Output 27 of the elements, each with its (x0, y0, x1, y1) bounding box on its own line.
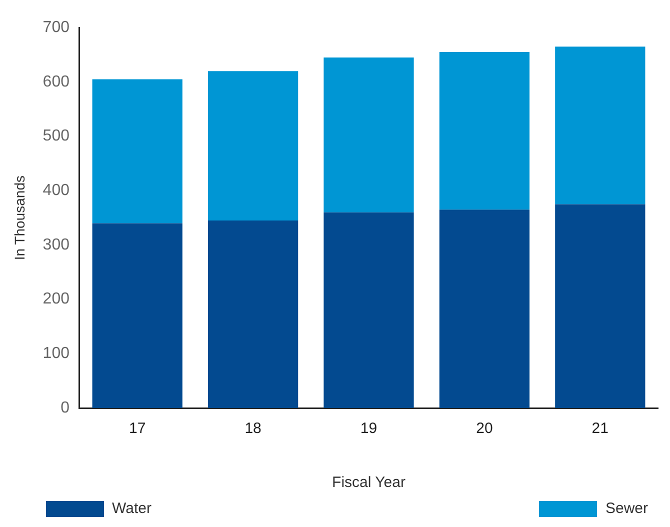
bar (92, 79, 182, 224)
x-tick-label: 21 (592, 420, 608, 438)
x-tick-label: 20 (476, 420, 493, 438)
bar (324, 212, 414, 408)
y-tick-label: 300 (42, 236, 70, 254)
bar (555, 204, 646, 408)
y-tick-label: 400 (42, 182, 70, 200)
bar (208, 220, 298, 408)
bar (324, 57, 414, 212)
y-tick-label: 600 (42, 73, 70, 90)
y-tick-label: 0 (60, 399, 70, 416)
bar (439, 210, 530, 408)
bar (555, 46, 646, 204)
x-axis-title: Fiscal Year (332, 474, 406, 492)
y-tick-label: 700 (42, 19, 70, 36)
x-tick-label: 18 (244, 420, 262, 438)
y-tick-label: 200 (42, 290, 70, 308)
y-tick-label: 500 (42, 128, 70, 145)
legend-label: Water (112, 500, 152, 517)
x-tick-label: 17 (129, 420, 146, 438)
bar (92, 223, 182, 408)
y-axis-title: In Thousands (11, 176, 28, 260)
x-tick-label: 19 (360, 420, 378, 438)
bar (439, 52, 530, 210)
bar (208, 71, 298, 221)
legend-label: Sewer (605, 500, 648, 517)
y-tick-label: 100 (42, 345, 70, 362)
